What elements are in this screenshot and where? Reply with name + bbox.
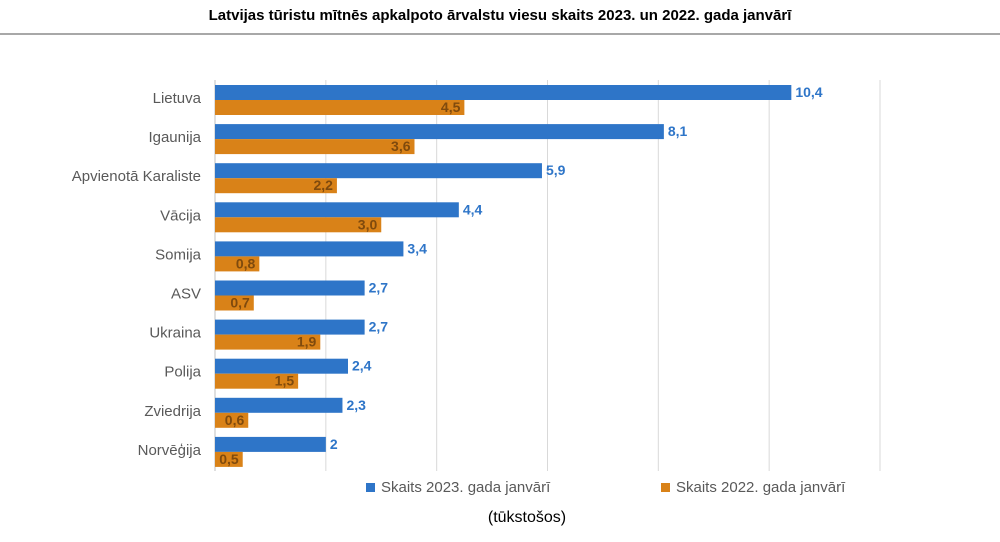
unit-label: (tūkstošos) xyxy=(487,509,567,526)
category-label: Apvienotā Karaliste xyxy=(72,168,201,185)
bar-2022 xyxy=(215,256,260,272)
bars xyxy=(215,85,792,467)
data-label-2023: 10,4 xyxy=(795,84,822,100)
bar-2022 xyxy=(215,178,337,194)
data-label-2022: 3,6 xyxy=(391,138,411,154)
data-label-2022: 2,2 xyxy=(313,177,333,193)
data-label-2023: 4,4 xyxy=(463,201,483,217)
legend-label-2022: Skaits 2022. gada janvārī xyxy=(676,479,846,496)
category-label: Vācija xyxy=(160,207,202,224)
bar-2022 xyxy=(215,295,254,311)
data-label-2022: 1,5 xyxy=(275,373,295,389)
data-label-2022: 0,6 xyxy=(225,412,245,428)
category-label: Ukraina xyxy=(149,325,201,342)
chart-title: Latvijas tūristu mītnēs apkalpoto ārvals… xyxy=(208,7,792,24)
category-label: Polija xyxy=(164,364,201,381)
category-label: Norvēģija xyxy=(138,442,202,459)
data-label-2023: 2,7 xyxy=(369,280,389,296)
data-label-2022: 0,8 xyxy=(236,255,256,271)
data-label-2023: 2,7 xyxy=(369,319,389,335)
bar-2022 xyxy=(215,412,249,428)
bar-2023 xyxy=(215,397,343,413)
bar-2022 xyxy=(215,334,321,350)
bar-2022 xyxy=(215,451,243,467)
category-label: Zviedrija xyxy=(144,403,201,420)
bar-2022 xyxy=(215,217,382,233)
bar-2023 xyxy=(215,436,326,452)
category-label: Lietuva xyxy=(153,90,202,107)
bar-2022 xyxy=(215,139,415,155)
legend-swatch-2023 xyxy=(366,483,375,492)
legend-swatch-2022 xyxy=(661,483,670,492)
bar-2023 xyxy=(215,85,792,100)
data-label-2023: 2,3 xyxy=(346,397,366,413)
bar-2023 xyxy=(215,202,459,218)
bar-2022 xyxy=(215,373,299,389)
labels: Lietuva 10,4 4,5 Igaunija 8,1 3,6 Apvienotā Ka… xyxy=(72,84,823,467)
category-label: ASV xyxy=(171,286,201,303)
data-label-2023: 2,4 xyxy=(352,358,372,374)
category-label: Somija xyxy=(155,246,202,263)
data-label-2022: 4,5 xyxy=(441,99,461,115)
legend-item-2023: Skaits 2023. gada janvārī xyxy=(366,479,550,496)
legend-item-2022: Skaits 2022. gada janvārī xyxy=(661,479,845,496)
data-label-2022: 1,9 xyxy=(297,334,317,350)
bar-2023 xyxy=(215,319,365,335)
data-label-2023: 2 xyxy=(330,436,338,452)
bar-2023 xyxy=(215,280,365,296)
legend-label-2023: Skaits 2023. gada janvārī xyxy=(381,479,551,496)
bar-2023 xyxy=(215,358,348,374)
title-divider xyxy=(0,33,1000,35)
data-label-2022: 0,7 xyxy=(230,295,250,311)
category-label: Igaunija xyxy=(148,129,201,146)
bar-2023 xyxy=(215,163,542,179)
data-label-2022: 0,5 xyxy=(219,451,239,467)
data-label-2023: 8,1 xyxy=(668,123,688,139)
bar-2023 xyxy=(215,124,664,140)
bar-2022 xyxy=(215,100,465,115)
data-label-2023: 5,9 xyxy=(546,162,566,178)
bar-2023 xyxy=(215,241,404,257)
data-label-2023: 3,4 xyxy=(407,240,427,256)
data-label-2022: 3,0 xyxy=(358,216,378,232)
